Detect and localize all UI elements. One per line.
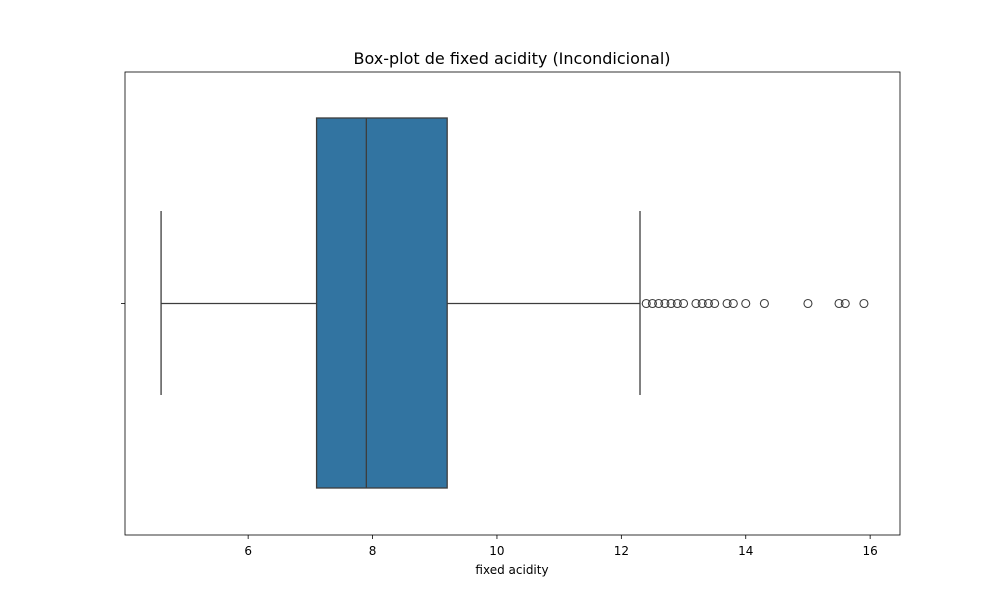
outlier-point — [722, 298, 732, 309]
x-axis-tick-label: 10 — [489, 544, 504, 558]
outlier-point — [741, 298, 751, 309]
outlier-group — [641, 298, 869, 309]
x-axis-tick-label: 14 — [738, 544, 753, 558]
plot-area — [124, 71, 901, 536]
outlier-point — [647, 298, 657, 309]
x-axis: 6 8 10 12 14 16 — [244, 535, 878, 558]
outlier-point — [840, 298, 850, 309]
outlier-point — [697, 298, 707, 309]
chart-title: Box-plot de fixed acidity (Incondicional… — [353, 49, 670, 68]
outlier-point — [654, 298, 664, 309]
x-axis-tick-label: 16 — [863, 544, 878, 558]
box-group — [160, 117, 641, 489]
outlier-point — [803, 298, 813, 309]
outlier-point — [710, 298, 720, 309]
outlier-point — [660, 298, 670, 309]
outlier-point — [859, 298, 869, 309]
x-axis-label: fixed acidity — [475, 563, 548, 577]
x-axis-tick-label: 6 — [244, 544, 252, 558]
outlier-point — [666, 298, 676, 309]
outlier-point — [691, 298, 701, 309]
outlier-point — [834, 298, 844, 309]
outlier-point — [678, 298, 689, 309]
outlier-point — [672, 298, 682, 309]
outlier-point — [641, 298, 651, 309]
x-axis-tick-label: 12 — [614, 544, 629, 558]
outlier-point — [759, 298, 769, 309]
outlier-point — [703, 298, 713, 309]
outlier-point — [728, 298, 738, 309]
iqr-box — [315, 117, 448, 489]
x-axis-tick-label: 8 — [369, 544, 377, 558]
